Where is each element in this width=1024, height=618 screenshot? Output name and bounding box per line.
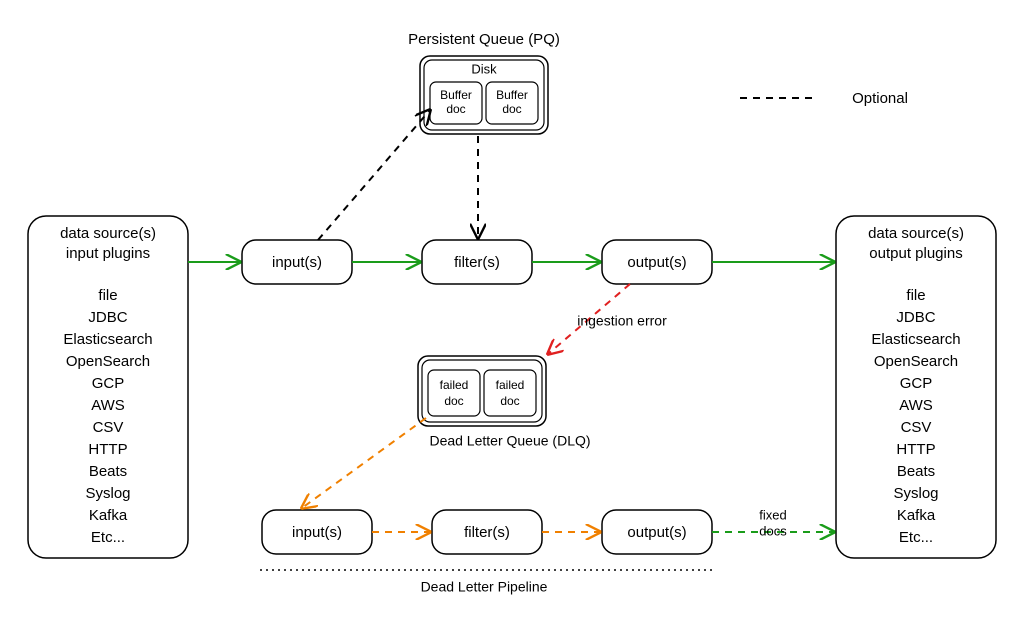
output1-label: output(s)	[627, 254, 686, 271]
output2-label: output(s)	[627, 524, 686, 541]
persistent-queue: Disk Buffer doc Buffer doc	[420, 56, 548, 134]
list-item: CSV	[901, 419, 932, 436]
list-item: GCP	[92, 375, 125, 392]
fixed-docs-label2: docs	[759, 523, 787, 538]
list-item: Etc...	[899, 529, 933, 546]
list-item: Beats	[897, 463, 935, 480]
list-item: HTTP	[896, 441, 935, 458]
f2-line1: failed	[496, 378, 525, 392]
src-right-title2: output plugins	[869, 245, 962, 262]
list-item: Syslog	[85, 485, 130, 502]
list-item: HTTP	[88, 441, 127, 458]
input2-label: input(s)	[292, 524, 342, 541]
buf2-line1: Buffer	[496, 88, 528, 102]
f1-line2: doc	[444, 394, 463, 408]
f1-line1: failed	[440, 378, 469, 392]
fixed-docs-label1: fixed	[759, 507, 786, 522]
list-item: file	[906, 287, 925, 304]
list-item: Beats	[89, 463, 127, 480]
list-item: Syslog	[893, 485, 938, 502]
disk-label: Disk	[471, 61, 497, 76]
edge-input-to-pq	[318, 110, 430, 240]
pq-title: Persistent Queue (PQ)	[408, 31, 560, 48]
dlq-f2	[484, 370, 536, 416]
list-item: AWS	[91, 397, 125, 414]
dead-letter-queue: failed doc failed doc Dead Letter Queue …	[418, 356, 591, 449]
list-item: file	[98, 287, 117, 304]
dlq-f1	[428, 370, 480, 416]
dl-pipeline-label: Dead Letter Pipeline	[421, 579, 548, 595]
legend: Optional	[740, 90, 908, 107]
list-item: Kafka	[89, 507, 128, 524]
buf2-line2: doc	[502, 102, 521, 116]
f2-line2: doc	[500, 394, 519, 408]
list-item: OpenSearch	[874, 353, 958, 370]
list-item: CSV	[93, 419, 124, 436]
src-left-title2: input plugins	[66, 245, 150, 262]
ingestion-error-label: ingestion error	[577, 313, 667, 329]
filter1-label: filter(s)	[454, 254, 500, 271]
input1-label: input(s)	[272, 254, 322, 271]
list-item: Elasticsearch	[871, 331, 960, 348]
filter2-label: filter(s)	[464, 524, 510, 541]
dlq-label: Dead Letter Queue (DLQ)	[429, 433, 590, 449]
list-item: Etc...	[91, 529, 125, 546]
edge-dlq-to-input2	[302, 418, 426, 508]
list-item: AWS	[899, 397, 933, 414]
list-item: Kafka	[897, 507, 936, 524]
list-item: GCP	[900, 375, 933, 392]
list-item: OpenSearch	[66, 353, 150, 370]
src-right-title1: data source(s)	[868, 225, 964, 242]
list-item: JDBC	[88, 309, 127, 326]
data-sources-left: data source(s) input plugins file JDBC Ela…	[28, 216, 188, 558]
legend-label: Optional	[852, 90, 908, 107]
list-item: JDBC	[896, 309, 935, 326]
buf1-line2: doc	[446, 102, 465, 116]
data-sources-right: data source(s) output plugins file JDBC El…	[836, 216, 996, 558]
dead-letter-pipeline: input(s) filter(s) output(s)	[262, 510, 712, 554]
buf1-line1: Buffer	[440, 88, 472, 102]
pipeline-diagram: Optional Persistent Queue (PQ) Disk Buff…	[0, 0, 1024, 618]
list-item: Elasticsearch	[63, 331, 152, 348]
main-pipeline: input(s) filter(s) output(s)	[242, 240, 712, 284]
src-left-title1: data source(s)	[60, 225, 156, 242]
